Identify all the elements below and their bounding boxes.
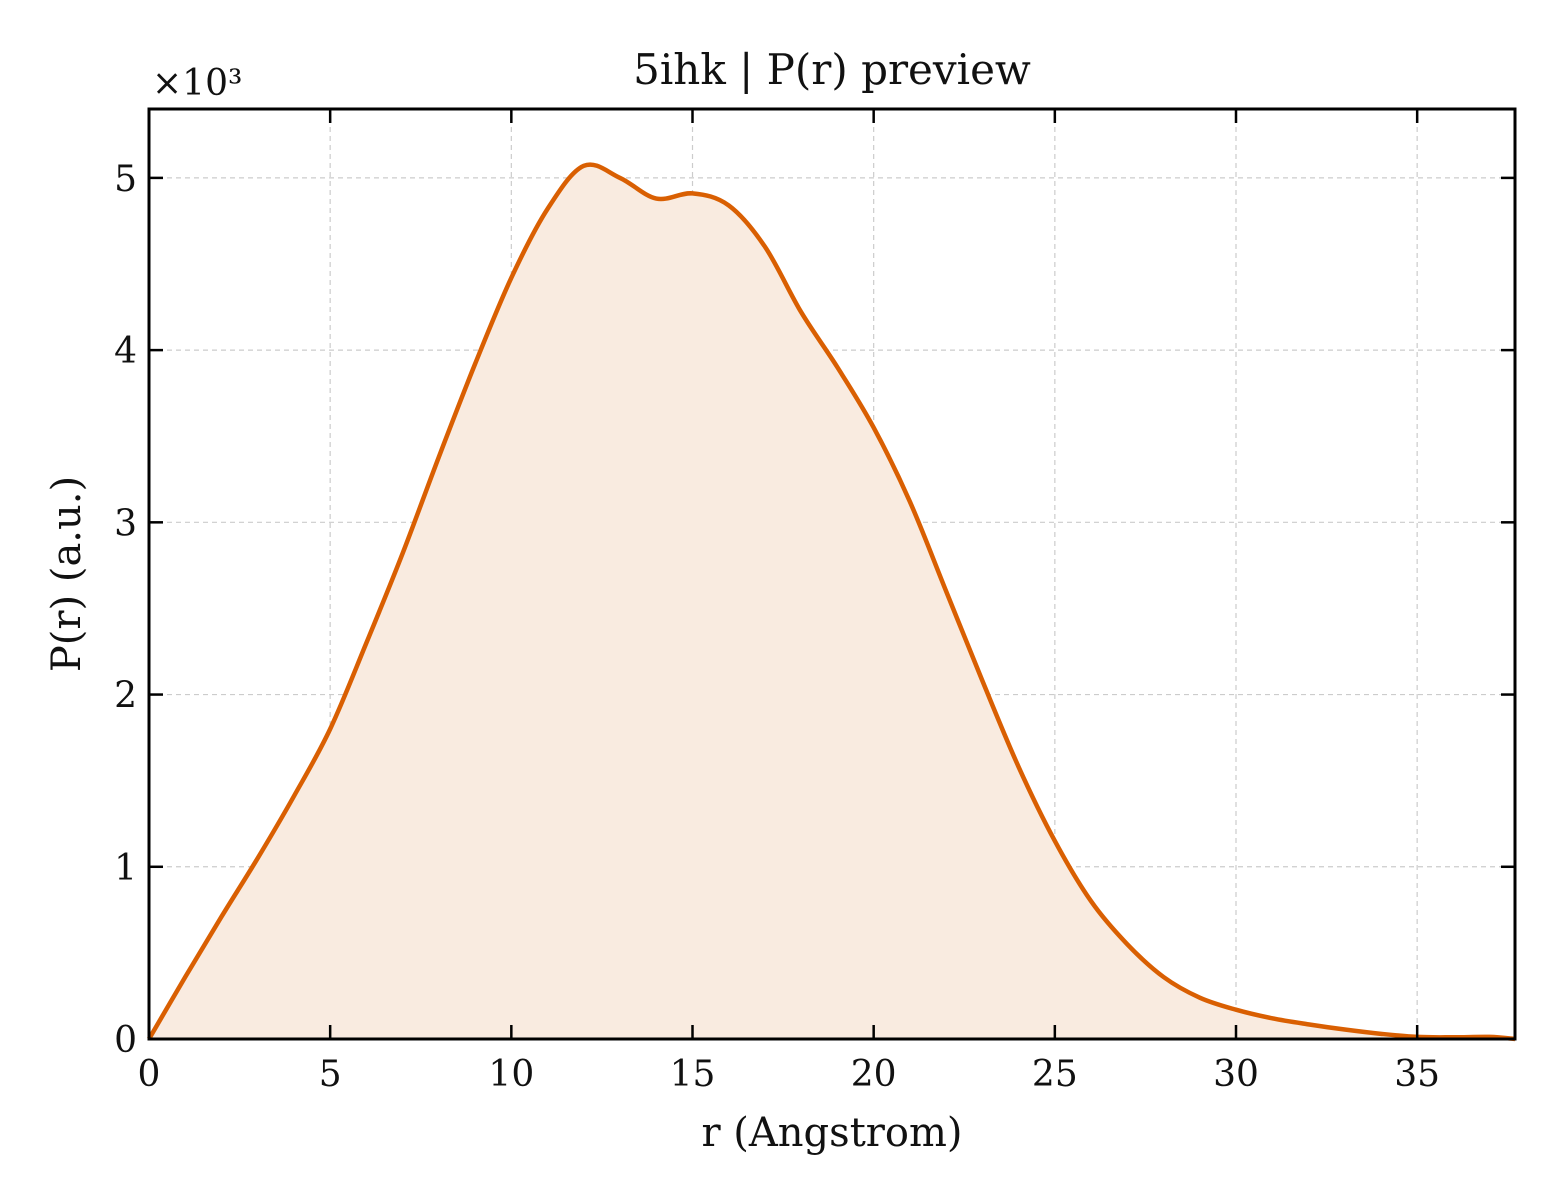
x-tick-label: 30 xyxy=(1213,1054,1259,1095)
x-axis-label: r (Angstrom) xyxy=(701,1110,962,1156)
y-axis-label: P(r) (a.u.) xyxy=(44,476,90,672)
y-tick-label: 3 xyxy=(114,503,137,544)
ticks: 0 5 10 15 20 25 30 35 0 1 2 3 4 5 xyxy=(114,109,1515,1095)
plot-frame xyxy=(147,107,1517,1041)
x-tick-label: 35 xyxy=(1394,1054,1440,1095)
x-tick-label: 15 xyxy=(670,1054,716,1095)
pr-curve xyxy=(147,162,1516,1042)
x-tick-label: 20 xyxy=(851,1054,897,1095)
pr-area-fill xyxy=(149,164,1515,1040)
y-tick-label: 2 xyxy=(114,676,137,717)
y-multiplier: ×10³ xyxy=(152,63,242,104)
chart-title: 5ihk | P(r) preview xyxy=(633,45,1031,94)
y-tick-label: 4 xyxy=(114,331,137,372)
x-tick-label: 10 xyxy=(488,1054,534,1095)
y-tick-label: 1 xyxy=(114,848,137,889)
x-tick-label: 25 xyxy=(1032,1054,1078,1095)
x-tick-label: 5 xyxy=(319,1054,342,1095)
y-tick-label: 0 xyxy=(114,1020,137,1061)
x-tick-label: 0 xyxy=(138,1054,161,1095)
y-tick-label: 5 xyxy=(114,159,137,200)
